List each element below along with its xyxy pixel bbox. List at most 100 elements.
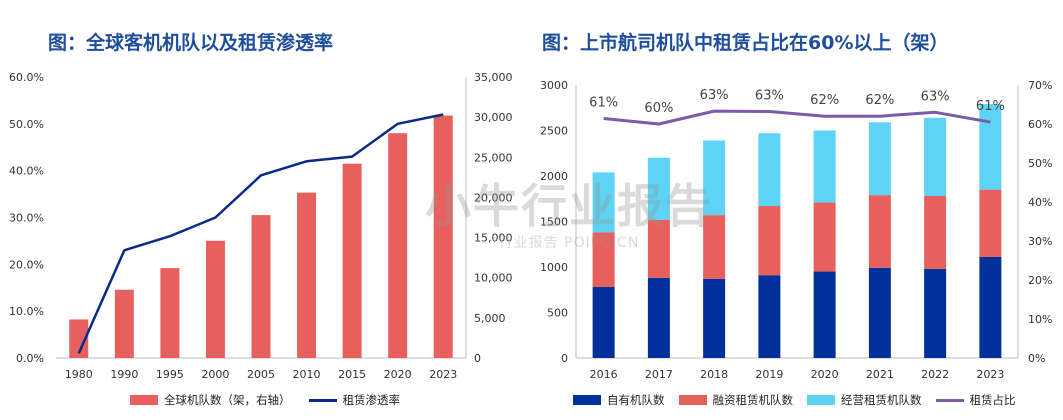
fleet-bar — [251, 215, 271, 358]
legend-label-lease-share: 租赁占比 — [969, 393, 1016, 407]
left-y-tick-label: 0 — [561, 352, 568, 365]
operating-lease-bar — [979, 104, 1002, 190]
finance-lease-bar — [758, 206, 781, 276]
operating-lease-bar — [924, 117, 947, 197]
legend-label-lease-rate: 租赁渗透率 — [342, 393, 401, 407]
owned-bar — [758, 275, 781, 358]
legend-swatch-lease-rate — [308, 398, 337, 402]
left-y-tick-label: 60.0% — [9, 71, 44, 84]
operating-lease-bar — [647, 157, 670, 220]
right-y-tick-label: 60% — [1028, 118, 1052, 131]
right-y-tick-label: 20% — [1028, 274, 1052, 287]
left-y-tick-label: 2000 — [540, 170, 568, 183]
x-tick-label: 2017 — [645, 368, 673, 381]
left-y-tick-label: 50.0% — [9, 118, 44, 131]
x-tick-label: 2023 — [976, 368, 1004, 381]
lease-share-data-label: 61% — [976, 99, 1005, 114]
legend-swatch-fleet — [130, 395, 158, 405]
left-y-tick-label: 500 — [547, 307, 568, 320]
x-tick-label: 2005 — [247, 368, 275, 381]
fleet-bar — [297, 192, 317, 358]
legend-swatch-lease-share — [935, 398, 964, 402]
left-y-tick-label: 0.0% — [16, 352, 44, 365]
operating-lease-bar — [758, 133, 781, 207]
operating-lease-bar — [868, 122, 891, 196]
finance-lease-bar — [813, 202, 836, 272]
left-y-tick-label: 20.0% — [9, 258, 44, 271]
right-y-tick-label: 30,000 — [474, 111, 513, 124]
lease-share-data-label: 63% — [755, 89, 784, 104]
x-tick-label: 2019 — [755, 368, 783, 381]
lease-share-data-label: 62% — [810, 93, 839, 108]
lease-rate-line — [77, 113, 444, 354]
right-y-tick-label: 10% — [1028, 313, 1052, 326]
left-y-tick-label: 1500 — [540, 216, 568, 229]
fleet-bar — [69, 319, 89, 358]
legend-swatch-owned — [573, 395, 601, 405]
legend-label-finance-lease: 融资租赁机队数 — [712, 393, 794, 407]
left-y-tick-label: 3000 — [540, 79, 568, 92]
finance-lease-bar — [868, 195, 891, 268]
fleet-bar — [388, 133, 408, 358]
right-y-tick-label: 5,000 — [474, 312, 506, 325]
operating-lease-bar — [813, 130, 836, 203]
right-y-tick-label: 25,000 — [474, 151, 513, 164]
right-y-tick-label: 70% — [1028, 79, 1052, 92]
x-tick-label: 2023 — [429, 368, 457, 381]
right-y-tick-label: 0% — [1028, 352, 1045, 365]
operating-lease-bar — [592, 172, 615, 233]
legend-item-finance-lease: 融资租赁机队数 — [678, 392, 794, 408]
left-chart-svg: 0.0% 10.0% 20.0% 30.0% 40.0% 50.0% 60.0% 0 5,000… — [9, 71, 513, 381]
owned-bar — [868, 267, 891, 358]
lease-share-data-label: 61% — [589, 96, 618, 111]
x-tick-label: 2018 — [700, 368, 728, 381]
x-tick-label: 2022 — [921, 368, 949, 381]
left-y-tick-label: 10.0% — [9, 305, 44, 318]
x-tick-label: 2000 — [201, 368, 229, 381]
left-chart-legend: 全球机队数（架，右轴） 租赁渗透率 — [130, 392, 400, 408]
owned-bar — [592, 287, 615, 358]
left-y-tick-label: 2500 — [540, 125, 568, 138]
legend-label-fleet: 全球机队数（架，右轴） — [164, 393, 291, 407]
owned-bar — [924, 268, 947, 358]
x-tick-label: 2020 — [384, 368, 412, 381]
x-tick-label: 2015 — [338, 368, 366, 381]
right-y-tick-label: 10,000 — [474, 272, 513, 285]
x-tick-label: 1995 — [156, 368, 184, 381]
right-y-tick-label: 20,000 — [474, 191, 513, 204]
fleet-bar — [433, 115, 453, 358]
left-y-tick-label: 40.0% — [9, 165, 44, 178]
right-chart-title: 图：上市航司机队中租赁占比在60%以上（架） — [542, 32, 949, 54]
left-chart-title: 图：全球客机机队以及租赁渗透率 — [48, 32, 334, 54]
finance-lease-bar — [924, 196, 947, 269]
legend-swatch-operating-lease — [807, 395, 835, 405]
left-y-tick-label: 1000 — [540, 261, 568, 274]
left-chart-panel: 图：全球客机机队以及租赁渗透率 0.0% 10.0% 20.0% 30.0% 40.0%… — [0, 0, 520, 420]
right-y-tick-label: 0 — [474, 352, 481, 365]
legend-swatch-finance-lease — [678, 395, 707, 405]
fleet-bar — [342, 163, 362, 358]
right-y-tick-label: 40% — [1028, 196, 1052, 209]
owned-bar — [979, 256, 1002, 358]
legend-label-owned: 自有机队数 — [607, 393, 665, 407]
right-y-tick-label: 35,000 — [474, 71, 513, 84]
fleet-bar — [205, 240, 225, 358]
right-y-tick-label: 50% — [1028, 157, 1052, 170]
x-tick-label: 2021 — [866, 368, 894, 381]
x-tick-label: 2020 — [811, 368, 839, 381]
operating-lease-bar — [703, 140, 726, 216]
finance-lease-bar — [592, 232, 615, 288]
x-tick-label: 1990 — [110, 368, 138, 381]
legend-item-lease-rate: 租赁渗透率 — [308, 392, 401, 408]
x-tick-label: 2010 — [293, 368, 321, 381]
x-tick-label: 2016 — [590, 368, 618, 381]
legend-item-lease-share: 租赁占比 — [935, 392, 1016, 408]
lease-share-data-label: 63% — [700, 88, 729, 103]
legend-label-operating-lease: 经营租赁机队数 — [841, 393, 922, 407]
right-y-tick-label: 15,000 — [474, 232, 513, 245]
right-y-tick-label: 30% — [1028, 235, 1052, 248]
x-tick-label: 1980 — [65, 368, 93, 381]
owned-bar — [647, 277, 670, 358]
legend-item-owned: 自有机队数 — [573, 392, 665, 408]
lease-share-data-label: 60% — [644, 101, 673, 116]
